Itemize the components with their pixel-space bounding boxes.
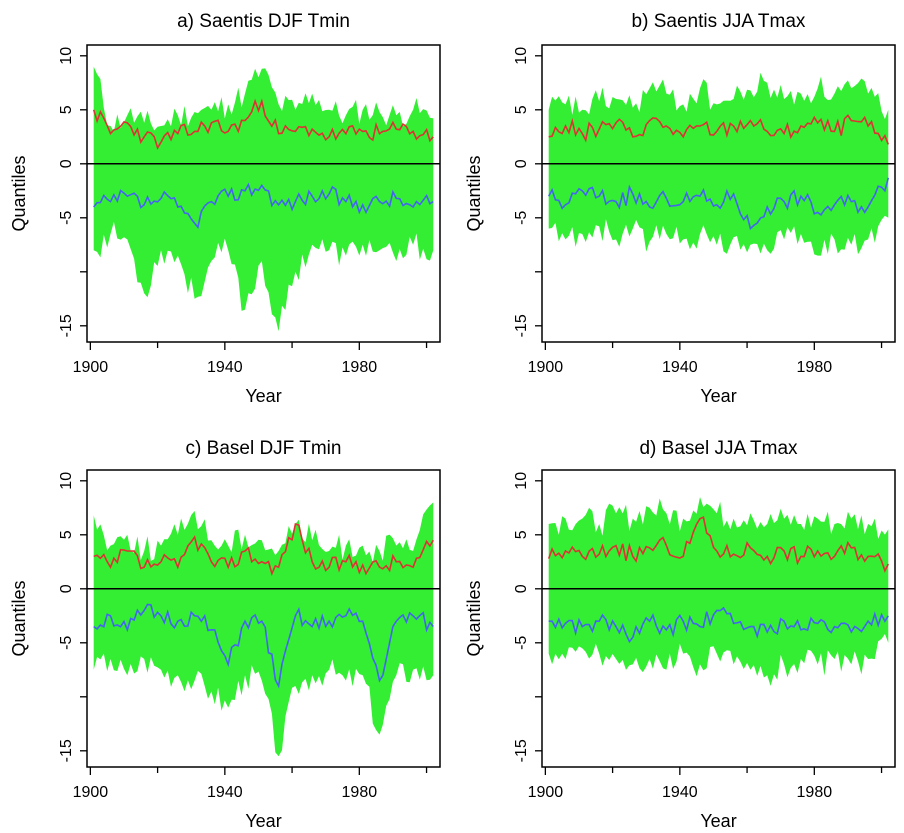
x-axis-label: Year [245,811,281,831]
y-tick-label: -5 [513,211,530,225]
y-tick-label: -5 [58,636,75,650]
plot-frame [86,469,441,768]
y-tick-label: 10 [513,472,530,490]
panel-a: 1900 1940 1980 10 5 0 -5 -15 a) Saentis DJF Tmin… [9,11,441,406]
y-tick-label: -5 [58,211,75,225]
x-tick-label: 1940 [207,784,243,801]
upper-quantile-line [93,522,434,576]
lower-quantile-line [93,603,434,689]
quantile-band [93,502,434,757]
x-tick-label: 1940 [662,784,698,801]
quantile-band [548,497,889,686]
x-tick-label: 1940 [207,359,243,376]
panel-d: 1900 1940 1980 10 5 0 -5 -15 d) Basel JJA Tmax Ye… [464,438,896,831]
y-tick-label: 10 [58,472,75,490]
x-tick-label: 1900 [73,359,109,376]
upper-quantile-line [548,114,890,145]
lower-quantile-line [93,182,434,229]
y-tick-label: 0 [58,584,75,593]
x-axis-label: Year [245,386,281,406]
x-tick-label: 1980 [797,784,833,801]
x-tick-label: 1900 [528,784,564,801]
y-axis-label: Quantiles [9,155,29,231]
panel-c: 1900 1940 1980 10 5 0 -5 -15 c) Basel DJF Tmin Ye… [9,438,441,831]
panel-title: d) Basel JJA Tmax [639,438,798,459]
upper-quantile-line [547,516,890,573]
x-axis-label: Year [700,386,736,406]
panel-title: a) Saentis DJF Tmin [177,11,350,32]
y-tick-label: 5 [58,105,75,114]
y-tick-label: 5 [58,530,75,539]
y-tick-label: -15 [58,739,75,762]
y-tick-label: 5 [513,105,530,114]
x-axis-label: Year [700,811,736,831]
plot-frame [541,44,896,343]
x-tick-label: 1980 [342,784,378,801]
y-tick-label: -15 [513,314,530,337]
x-tick-label: 1940 [662,359,698,376]
lower-quantile-line [547,177,890,231]
y-tick-label: -15 [513,739,530,762]
panel-title: c) Basel DJF Tmin [186,438,342,459]
x-tick-label: 1900 [73,784,109,801]
y-tick-label: -15 [58,314,75,337]
panel-title: b) Saentis JJA Tmax [632,11,806,32]
y-axis-label: Quantiles [464,155,484,231]
y-axis-label: Quantiles [464,580,484,656]
plot-frame [541,469,896,768]
y-tick-label: 10 [58,47,75,65]
y-tick-label: 0 [513,159,530,168]
y-axis-label: Quantiles [9,580,29,656]
y-tick-label: -5 [513,636,530,650]
x-tick-label: 1980 [797,359,833,376]
plot-frame [86,44,441,343]
y-tick-label: 5 [513,530,530,539]
x-tick-label: 1980 [342,359,378,376]
upper-quantile-line [92,98,434,150]
x-tick-label: 1900 [528,359,564,376]
y-tick-label: 0 [58,159,75,168]
y-tick-label: 10 [513,47,530,65]
y-tick-label: 0 [513,584,530,593]
lower-quantile-line [548,606,889,644]
panel-b: 1900 1940 1980 10 5 0 -5 -15 b) Saentis JJA Tmax… [464,11,896,406]
